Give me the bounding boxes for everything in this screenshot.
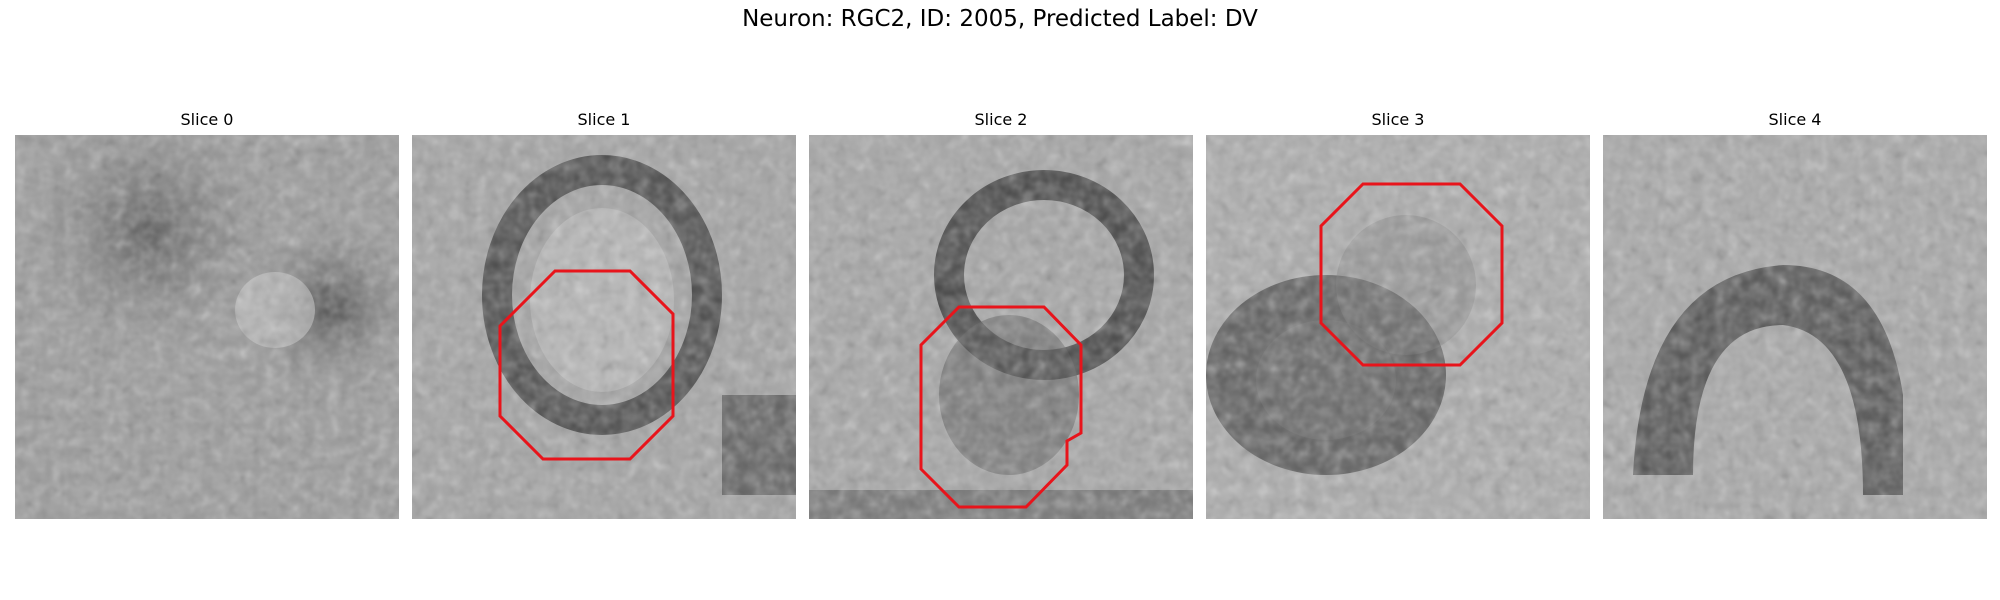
slice-panel-2: Slice 2: [809, 108, 1193, 519]
slice-title: Slice 4: [1768, 110, 1822, 129]
slice-panel-0: Slice 0: [15, 108, 399, 519]
slice-panel-4: Slice 4: [1603, 108, 1987, 519]
slice-image-2: [809, 135, 1193, 519]
slice-title: Slice 3: [1371, 110, 1425, 129]
slice-image-3: [1206, 135, 1590, 519]
slice-title: Slice 1: [577, 110, 631, 129]
slice-image-4: [1603, 135, 1987, 519]
roi-outline: [1319, 182, 1504, 367]
slice-image-1: [412, 135, 796, 519]
slice-panel-1: Slice 1: [412, 108, 796, 519]
roi-outline: [498, 269, 675, 461]
slice-title: Slice 0: [180, 110, 234, 129]
roi-outline: [919, 305, 1083, 509]
slice-title: Slice 2: [974, 110, 1028, 129]
slice-image-0: [15, 135, 399, 519]
figure-title: Neuron: RGC2, ID: 2005, Predicted Label:…: [742, 6, 1258, 32]
slice-panel-3: Slice 3: [1206, 108, 1590, 519]
